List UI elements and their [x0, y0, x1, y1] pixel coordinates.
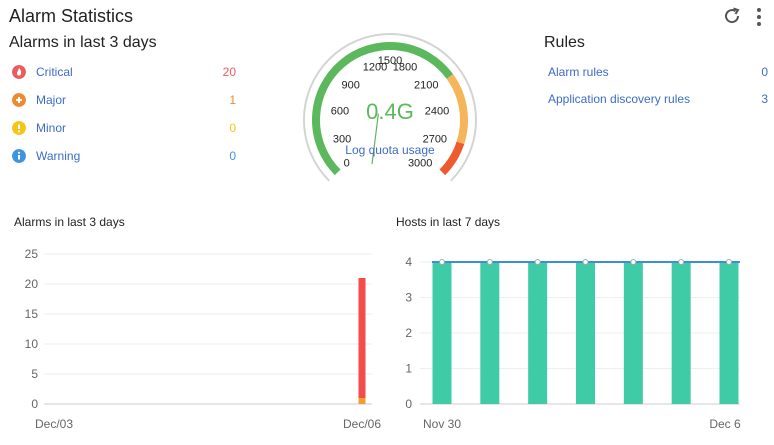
alarm-row-critical[interactable]: Critical 20: [12, 58, 236, 86]
alarm-count-minor: 0: [229, 121, 236, 135]
gauge-caption[interactable]: Log quota usage: [345, 143, 435, 157]
info-icon: [12, 149, 26, 163]
bar-critical[interactable]: [358, 278, 366, 398]
rule-label-alarm-rules[interactable]: Alarm rules: [548, 64, 609, 79]
gauge-value: 0.4G: [366, 99, 414, 124]
bar-hosts[interactable]: [432, 262, 452, 404]
plus-icon: [12, 93, 26, 107]
alarm-row-minor[interactable]: Minor 0: [12, 114, 236, 142]
alarm-label-warning[interactable]: Warning: [36, 149, 81, 163]
gauge-arc-high: [439, 141, 465, 176]
bar-hosts[interactable]: [528, 262, 548, 404]
x-tick-label: Dec/06: [343, 417, 381, 431]
alarm-severity-list: Critical 20 Major 1 Minor 0 Warning 0: [12, 58, 236, 170]
rule-label-application-discovery[interactable]: Application discovery rules: [548, 91, 691, 106]
alarm-label-major[interactable]: Major: [36, 93, 67, 107]
line-point[interactable]: [630, 259, 637, 265]
y-tick-label: 4: [405, 255, 412, 269]
alarm-row-warning[interactable]: Warning 0: [12, 142, 236, 170]
rule-row-application-discovery[interactable]: Application discovery rules 3: [548, 85, 768, 112]
line-point[interactable]: [678, 259, 685, 265]
x-tick-label: Nov 30: [423, 417, 461, 431]
flame-icon: [12, 65, 26, 79]
alarms-section-title: Alarms in last 3 days: [9, 34, 157, 51]
gauge-tick-label: 2700: [423, 134, 447, 146]
y-tick-label: 0: [31, 397, 38, 411]
gauge-tick-label: 900: [341, 80, 359, 92]
y-tick-label: 10: [25, 337, 39, 351]
bar-hosts[interactable]: [480, 262, 500, 404]
rule-row-alarm-rules[interactable]: Alarm rules 0: [548, 58, 768, 85]
bar-major[interactable]: [358, 398, 366, 404]
y-tick-label: 25: [25, 247, 39, 261]
rule-count-alarm-rules[interactable]: 0: [761, 64, 768, 79]
page-title: Alarm Statistics: [9, 6, 134, 26]
y-tick-label: 1: [405, 362, 412, 376]
gauge-tick-label: 2400: [425, 106, 449, 118]
line-point[interactable]: [534, 259, 541, 265]
alarm-label-critical[interactable]: Critical: [36, 65, 73, 79]
y-tick-label: 20: [25, 277, 39, 291]
gauge-outer-ring: [303, 33, 477, 182]
alarm-label-minor[interactable]: Minor: [36, 121, 67, 135]
line-point[interactable]: [582, 259, 589, 265]
y-tick-label: 2: [405, 326, 412, 340]
gauge-tick-label: 2100: [414, 80, 438, 92]
gauge-tick-label: 1500: [378, 55, 402, 67]
bar-hosts[interactable]: [719, 262, 739, 404]
gauge-needle: [371, 113, 379, 165]
hosts-chart-title: Hosts in last 7 days: [396, 215, 501, 229]
gauge-tick-label: 1800: [393, 62, 417, 74]
refresh-icon[interactable]: [722, 6, 742, 26]
alarms-chart-title: Alarms in last 3 days: [14, 215, 125, 229]
gauge-tick-label: 3000: [408, 157, 432, 169]
alarms-bar-chart: 0 5 10 15 20 25 Dec/03 Dec/06: [25, 247, 382, 431]
x-tick-label: Dec 6: [709, 417, 741, 431]
gauge-tick-label: 1200: [363, 62, 387, 74]
line-point[interactable]: [439, 259, 445, 265]
exclamation-icon: [12, 121, 26, 135]
more-options-icon[interactable]: [752, 6, 766, 28]
rule-count-application-discovery[interactable]: 3: [761, 91, 768, 106]
gauge-tick-label: 300: [333, 134, 351, 146]
y-tick-label: 0: [405, 397, 412, 411]
gauge-arc-mid: [446, 74, 468, 145]
hosts-bar-chart: 0 1 2 3 4 Nov 30 Dec 6: [405, 255, 741, 431]
alarm-count-critical: 20: [222, 65, 236, 79]
rules-section-title: Rules: [544, 34, 585, 51]
gauge-arc-low: [312, 42, 454, 176]
y-tick-label: 3: [405, 291, 412, 305]
gauge-tick-label: 600: [331, 106, 349, 118]
bar-hosts[interactable]: [671, 262, 691, 404]
alarm-count-warning: 0: [229, 149, 236, 163]
y-tick-label: 15: [25, 307, 39, 321]
y-tick-label: 5: [31, 367, 38, 381]
alarm-count-major: 1: [229, 93, 236, 107]
alarm-row-major[interactable]: Major 1: [12, 86, 236, 114]
bar-hosts[interactable]: [623, 262, 643, 404]
bar-hosts[interactable]: [576, 262, 595, 404]
gauge-tick-label: 0: [344, 157, 350, 169]
line-point[interactable]: [726, 259, 732, 265]
line-point[interactable]: [486, 259, 493, 265]
rules-list: Alarm rules 0 Application discovery rule…: [548, 58, 768, 112]
x-tick-label: Dec/03: [35, 417, 73, 431]
